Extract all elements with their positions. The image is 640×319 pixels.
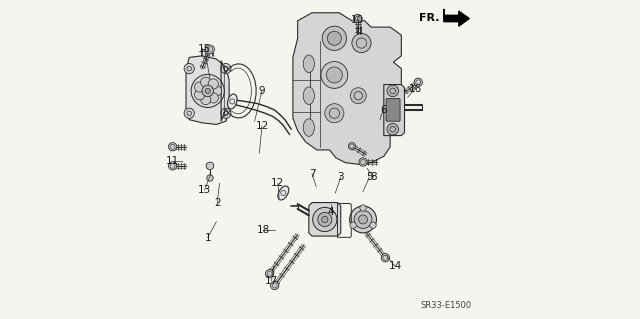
Circle shape — [318, 212, 332, 226]
Circle shape — [354, 211, 372, 228]
Circle shape — [205, 45, 214, 54]
Circle shape — [324, 104, 344, 123]
Text: SR33-E1500: SR33-E1500 — [420, 301, 472, 310]
Polygon shape — [384, 85, 404, 136]
Text: 17: 17 — [265, 276, 278, 286]
Circle shape — [221, 63, 231, 74]
Polygon shape — [293, 13, 401, 164]
Text: 9: 9 — [259, 86, 265, 96]
Circle shape — [370, 222, 376, 228]
Text: 7: 7 — [308, 169, 316, 179]
Text: 6: 6 — [380, 105, 387, 115]
Circle shape — [350, 222, 356, 228]
Text: 2: 2 — [214, 197, 221, 208]
Circle shape — [359, 158, 367, 166]
Circle shape — [200, 94, 211, 105]
Polygon shape — [186, 56, 229, 124]
Circle shape — [184, 63, 195, 74]
Circle shape — [191, 74, 224, 108]
Circle shape — [168, 143, 177, 151]
Circle shape — [208, 79, 218, 89]
Circle shape — [387, 85, 399, 97]
Circle shape — [387, 123, 399, 135]
Text: 14: 14 — [388, 261, 401, 271]
Circle shape — [381, 254, 390, 262]
Polygon shape — [444, 9, 469, 26]
Ellipse shape — [303, 119, 314, 137]
Circle shape — [348, 143, 355, 150]
Ellipse shape — [303, 87, 314, 105]
Text: 12: 12 — [271, 178, 285, 189]
Text: 12: 12 — [255, 121, 269, 131]
Circle shape — [321, 216, 328, 223]
Ellipse shape — [278, 186, 289, 200]
Text: 18: 18 — [257, 225, 270, 235]
Circle shape — [212, 86, 221, 96]
Text: 11: 11 — [166, 156, 179, 166]
Circle shape — [207, 175, 213, 181]
Circle shape — [350, 88, 366, 104]
Circle shape — [200, 77, 211, 87]
Circle shape — [349, 206, 376, 233]
Circle shape — [202, 85, 214, 97]
Text: 16: 16 — [408, 84, 422, 94]
Circle shape — [221, 108, 231, 118]
Text: 15: 15 — [198, 44, 211, 55]
Circle shape — [322, 26, 346, 50]
Text: 13: 13 — [198, 185, 211, 195]
Circle shape — [352, 33, 371, 53]
Circle shape — [195, 82, 205, 92]
Circle shape — [414, 78, 422, 86]
FancyBboxPatch shape — [386, 99, 400, 121]
Circle shape — [313, 207, 337, 232]
Text: 3: 3 — [337, 172, 344, 182]
Circle shape — [195, 90, 205, 100]
Circle shape — [184, 108, 195, 118]
Circle shape — [360, 205, 366, 211]
Circle shape — [327, 31, 341, 45]
Text: 4: 4 — [328, 207, 335, 217]
Text: 5: 5 — [366, 172, 372, 182]
Polygon shape — [309, 203, 340, 236]
Circle shape — [206, 162, 214, 170]
Text: 10: 10 — [351, 15, 364, 25]
Circle shape — [271, 281, 279, 290]
Text: 8: 8 — [371, 172, 377, 182]
Circle shape — [168, 162, 177, 170]
Ellipse shape — [303, 55, 314, 73]
Circle shape — [321, 62, 348, 88]
Ellipse shape — [228, 94, 237, 109]
Circle shape — [326, 67, 342, 83]
Text: FR.: FR. — [419, 12, 440, 23]
Text: 1: 1 — [204, 233, 211, 243]
Circle shape — [358, 215, 367, 224]
Circle shape — [353, 14, 362, 23]
Circle shape — [266, 270, 274, 278]
Circle shape — [208, 93, 218, 103]
Circle shape — [205, 88, 211, 93]
